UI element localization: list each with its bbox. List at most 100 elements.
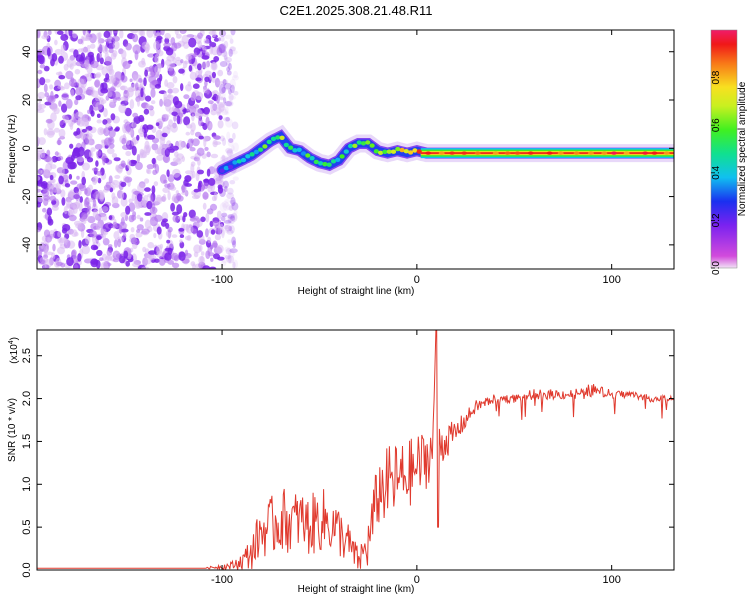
noise-blob <box>146 30 154 38</box>
noise-blob <box>37 176 41 181</box>
noise-blob <box>106 118 112 124</box>
noise-blob <box>219 96 224 101</box>
ridge-point <box>587 151 594 155</box>
noise-blob <box>219 135 225 142</box>
noise-blob <box>224 246 231 252</box>
noise-blob <box>223 97 227 104</box>
scale-factor-label: (x104) <box>8 337 20 364</box>
noise-blob <box>124 176 133 183</box>
noise-blob <box>212 240 218 249</box>
noise-blob <box>169 186 177 191</box>
top-y-tick-label: 20 <box>21 94 33 106</box>
ridge-point <box>474 151 481 155</box>
ridge-point <box>253 149 259 155</box>
noise-blob <box>131 160 138 164</box>
noise-blob <box>228 88 232 95</box>
ridge-point <box>275 135 281 140</box>
noise-blob <box>231 236 237 246</box>
noise-blob <box>203 107 210 115</box>
noise-blob <box>111 180 119 185</box>
noise-blob <box>74 68 81 75</box>
noise-blob <box>110 86 115 93</box>
noise-blob <box>95 222 102 231</box>
noise-blob <box>227 214 235 219</box>
noise-blob <box>79 196 83 203</box>
noise-blob <box>37 181 46 187</box>
noise-blob <box>63 237 67 243</box>
noise-blob <box>174 30 179 36</box>
noise-blob <box>180 30 185 34</box>
noise-blob <box>66 257 74 267</box>
noise-blob <box>103 108 108 118</box>
bottom-x-axis: -100 0 100 <box>211 330 621 586</box>
noise-blob <box>190 122 196 132</box>
noise-blob <box>51 53 58 62</box>
noise-blob <box>135 82 139 91</box>
noise-blob <box>209 220 214 228</box>
ridge-point <box>390 149 397 154</box>
ridge-point <box>378 150 384 155</box>
noise-blob <box>166 82 175 89</box>
noise-blob <box>221 201 229 208</box>
noise-blob <box>47 215 52 224</box>
noise-blob <box>77 38 84 45</box>
noise-blob <box>117 238 121 248</box>
noise-blob <box>96 113 101 119</box>
ridge-point <box>236 159 242 164</box>
noise-blob <box>122 61 131 69</box>
noise-blob <box>118 103 127 114</box>
ridge-point <box>270 136 277 141</box>
noise-blob <box>86 207 91 215</box>
noise-blob <box>97 44 106 53</box>
noise-blob <box>145 145 151 156</box>
noise-blob <box>191 170 196 179</box>
noise-blob <box>182 60 188 69</box>
noise-blob <box>211 195 217 202</box>
noise-blob <box>37 250 43 257</box>
noise-blob <box>149 108 155 117</box>
noise-blob <box>154 164 160 174</box>
noise-blob <box>147 134 156 140</box>
noise-blob <box>131 137 137 147</box>
ridge-point <box>223 165 229 171</box>
noise-blob <box>138 78 143 83</box>
noise-blob <box>217 119 224 129</box>
noise-blob <box>198 135 204 140</box>
top-y-axis-label: Frequency (Hz) <box>7 115 18 184</box>
noise-blob <box>146 169 152 175</box>
noise-blob <box>231 121 239 130</box>
noise-blob <box>89 150 94 158</box>
bottom-y-tick-label: 0.0 <box>21 562 33 577</box>
noise-blob <box>200 251 205 256</box>
noise-blob <box>151 157 156 165</box>
noise-blob <box>136 153 140 163</box>
colorbar-tick-label: 0.2 <box>711 213 722 227</box>
noise-blob <box>230 50 238 55</box>
noise-blob <box>70 89 75 97</box>
noise-blob <box>139 217 144 222</box>
noise-blob <box>150 71 156 77</box>
noise-blob <box>146 124 154 130</box>
noise-blob <box>72 60 77 67</box>
noise-blob <box>171 145 179 151</box>
ridge-point <box>279 135 285 140</box>
noise-blob <box>225 118 233 128</box>
noise-blob <box>37 49 45 56</box>
noise-blob <box>233 210 238 215</box>
noise-blob <box>229 38 234 44</box>
noise-blob <box>91 167 99 172</box>
noise-blob <box>42 189 50 197</box>
noise-blob <box>111 224 119 229</box>
noise-blob <box>38 137 46 146</box>
noise-blob <box>75 95 82 101</box>
noise-blob <box>75 86 83 96</box>
ridge-point <box>527 151 534 155</box>
noise-blob <box>230 197 236 207</box>
noise-blob <box>160 30 165 36</box>
noise-blob <box>221 212 228 218</box>
noise-blob <box>111 35 120 42</box>
noise-blob <box>74 99 79 106</box>
noise-blob <box>93 73 98 79</box>
noise-blob <box>161 132 168 138</box>
